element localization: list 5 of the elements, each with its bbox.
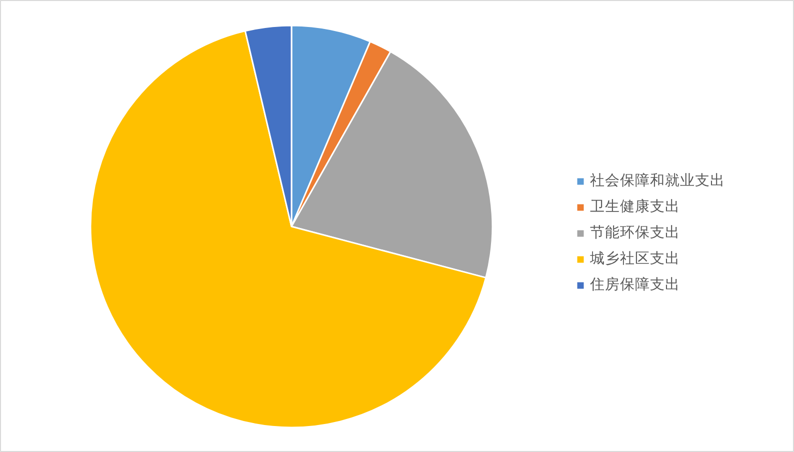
legend-label: 城乡社区支出 (590, 249, 680, 268)
legend-label: 社会保障和就业支出 (590, 171, 725, 190)
legend-label: 卫生健康支出 (590, 197, 680, 216)
legend-label: 节能环保支出 (590, 223, 680, 242)
legend-label: 住房保障支出 (590, 275, 680, 294)
